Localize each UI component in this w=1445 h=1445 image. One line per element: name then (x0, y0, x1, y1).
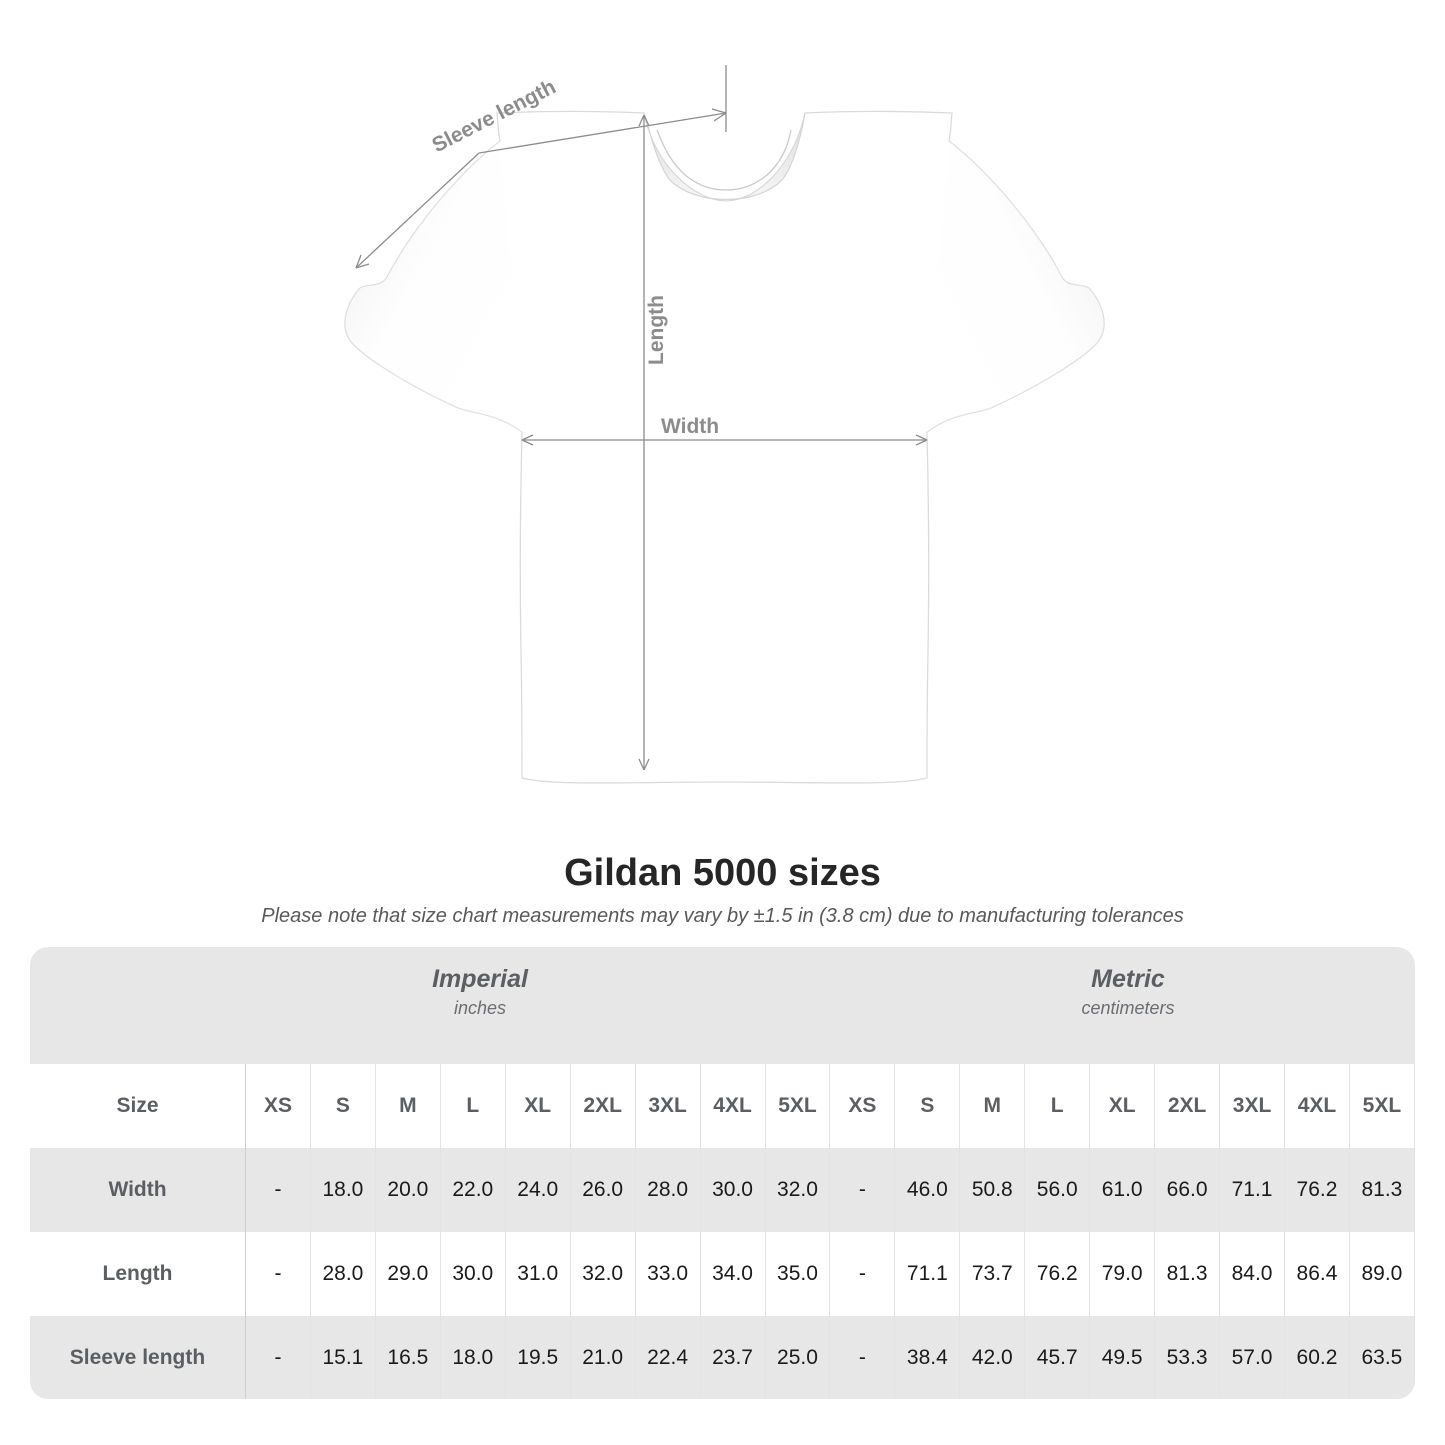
svg-text:Length: Length (645, 295, 668, 365)
svg-text:Width: Width (661, 415, 719, 438)
